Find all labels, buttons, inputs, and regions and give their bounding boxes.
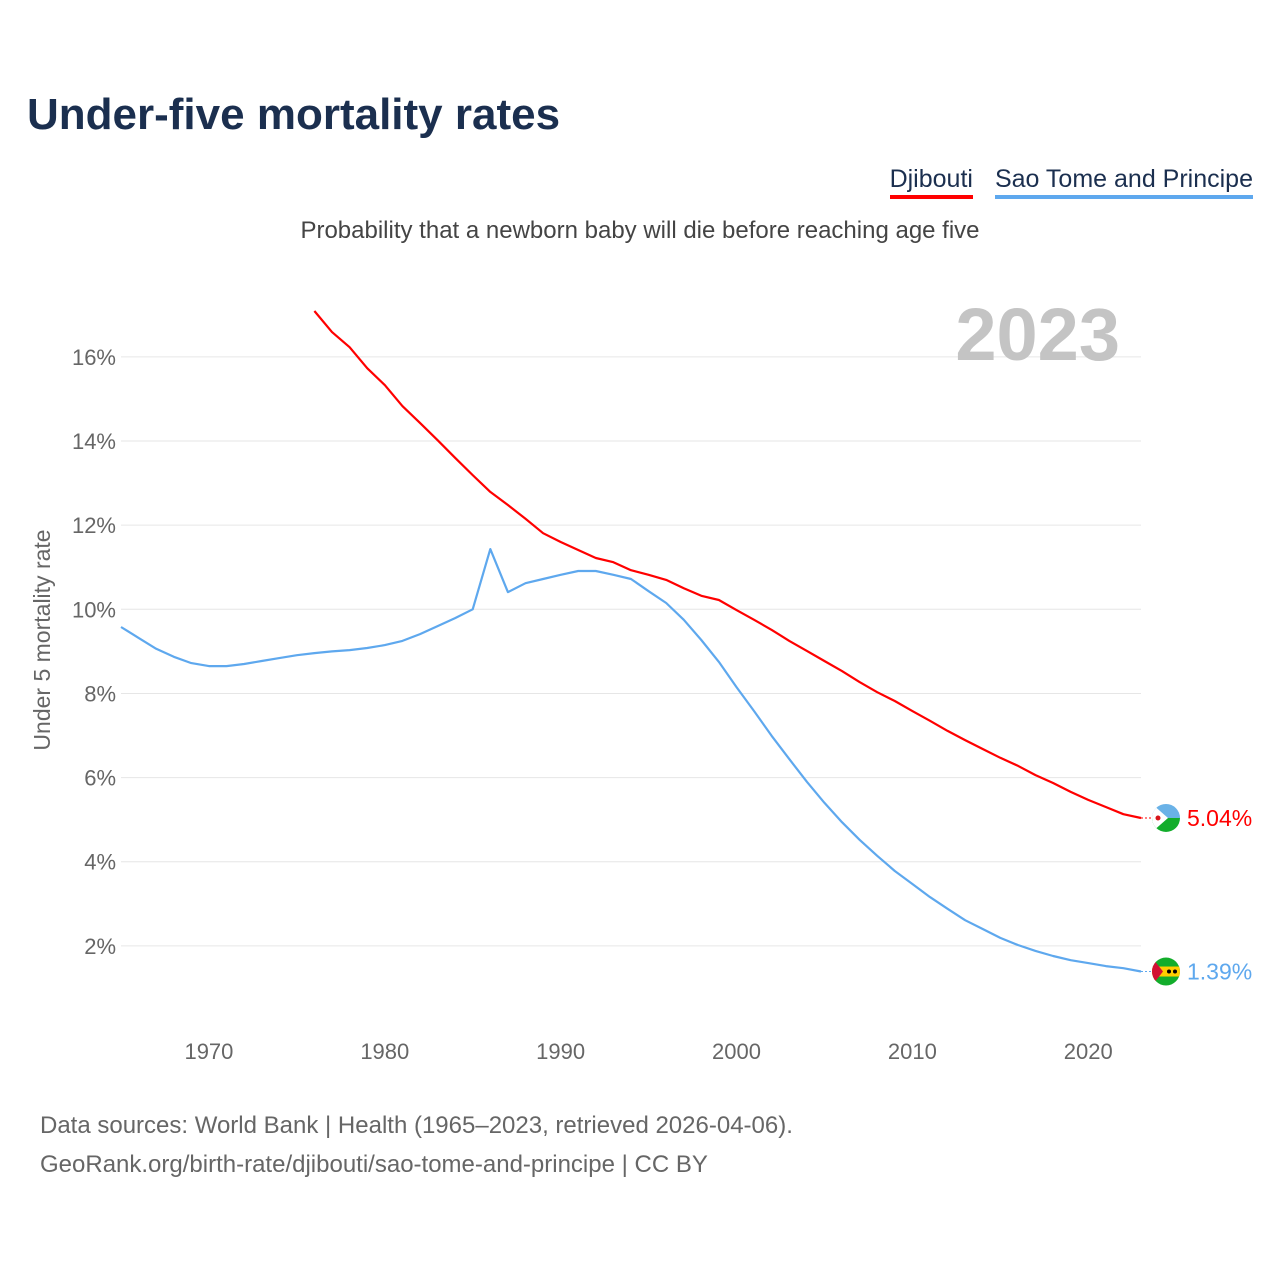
sao-tome-flag-icon bbox=[1152, 957, 1180, 986]
y-tick-label: 2% bbox=[84, 934, 116, 959]
y-tick-label: 12% bbox=[72, 513, 116, 538]
chart-subtitle: Probability that a newborn baby will die… bbox=[300, 217, 980, 244]
y-tick-label: 8% bbox=[84, 681, 116, 706]
x-tick-label: 1990 bbox=[536, 1039, 585, 1064]
series-line-djibouti bbox=[313, 310, 1142, 820]
x-tick-label: 2020 bbox=[1064, 1039, 1113, 1064]
x-tick-label: 2010 bbox=[888, 1039, 937, 1064]
x-tick-label: 1980 bbox=[360, 1039, 409, 1064]
y-tick-label: 14% bbox=[72, 429, 116, 454]
legend: Djibouti Sao Tome and Principe bbox=[889, 165, 1253, 199]
y-tick-label: 4% bbox=[84, 850, 116, 875]
data-source: Data sources: World Bank | Health (1965–… bbox=[40, 1112, 793, 1139]
chart-title: Under-five mortality rates bbox=[27, 90, 561, 139]
y-tick-label: 10% bbox=[72, 597, 116, 622]
x-tick-label: 1970 bbox=[184, 1039, 233, 1064]
y-tick-label: 16% bbox=[72, 345, 116, 370]
year-label: 2023 bbox=[955, 293, 1120, 376]
source-link[interactable]: GeoRank.org/birth-rate/djibouti/sao-tome… bbox=[40, 1151, 708, 1178]
y-axis-label: Under 5 mortality rate bbox=[29, 529, 55, 750]
series-line-sao-tome bbox=[120, 547, 1142, 973]
footer: Data sources: World Bank | Health (1965–… bbox=[40, 1106, 793, 1184]
end-value-label: 5.04% bbox=[1187, 805, 1252, 831]
x-tick-label: 2000 bbox=[712, 1039, 761, 1064]
end-value-label: 1.39% bbox=[1187, 959, 1252, 985]
djibouti-flag-icon bbox=[1152, 803, 1180, 832]
y-tick-label: 6% bbox=[84, 766, 116, 791]
legend-item-sao-tome[interactable]: Sao Tome and Principe bbox=[994, 165, 1253, 199]
legend-item-djibouti[interactable]: Djibouti bbox=[889, 165, 973, 199]
